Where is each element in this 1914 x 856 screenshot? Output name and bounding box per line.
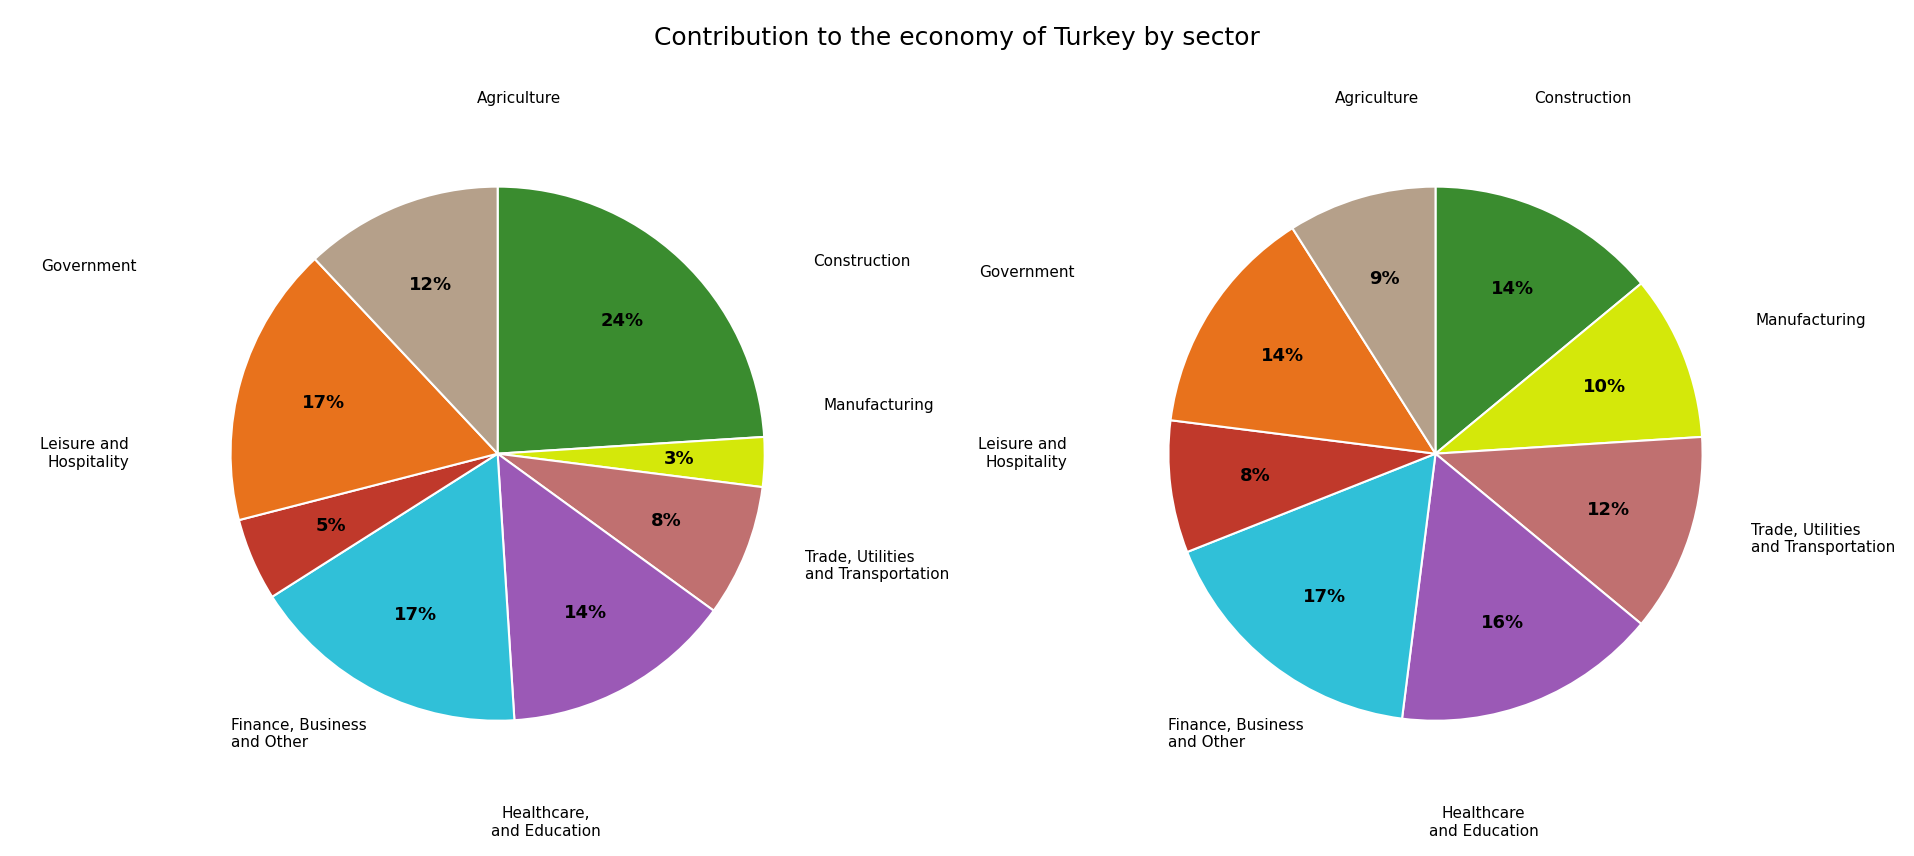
Text: Contribution to the economy of Turkey by sector: Contribution to the economy of Turkey by… [655,26,1259,50]
Text: Construction: Construction [1533,92,1631,106]
Text: 14%: 14% [1491,281,1535,299]
Text: Healthcare
and Education: Healthcare and Education [1428,806,1539,839]
Text: Trade, Utilities
and Transportation: Trade, Utilities and Transportation [804,550,949,582]
Text: Trade, Utilities
and Transportation: Trade, Utilities and Transportation [1751,523,1895,556]
Text: 24%: 24% [601,312,643,330]
Text: Government: Government [980,265,1076,280]
Wedge shape [1171,229,1436,454]
Wedge shape [314,187,498,454]
Text: Leisure and
Hospitality: Leisure and Hospitality [978,437,1066,470]
Wedge shape [498,187,764,454]
Wedge shape [230,259,498,520]
Text: Agriculture: Agriculture [1334,92,1418,106]
Text: 8%: 8% [1240,467,1271,485]
Text: 14%: 14% [1261,348,1303,366]
Text: 17%: 17% [394,607,436,625]
Text: 16%: 16% [1481,614,1524,632]
Wedge shape [1436,437,1703,624]
Text: Government: Government [42,259,138,274]
Text: 3%: 3% [664,450,695,468]
Text: Agriculture: Agriculture [477,92,561,106]
Text: 17%: 17% [1303,588,1346,606]
Text: Manufacturing: Manufacturing [823,398,934,413]
Wedge shape [498,454,714,720]
Text: 9%: 9% [1370,270,1401,288]
Text: 10%: 10% [1583,377,1625,395]
Wedge shape [1187,454,1436,719]
Text: Manufacturing: Manufacturing [1755,312,1866,328]
Text: 5%: 5% [316,517,346,535]
Text: 14%: 14% [563,603,607,621]
Text: 8%: 8% [651,512,681,530]
Text: 12%: 12% [410,276,452,294]
Text: 12%: 12% [1587,501,1631,519]
Text: Leisure and
Hospitality: Leisure and Hospitality [40,437,128,470]
Wedge shape [239,454,498,597]
Text: Healthcare,
and Education: Healthcare, and Education [490,806,601,839]
Wedge shape [1403,454,1642,721]
Wedge shape [1168,420,1436,552]
Wedge shape [1292,187,1436,454]
Text: 17%: 17% [302,394,345,412]
Wedge shape [1436,187,1642,454]
Wedge shape [498,454,762,610]
Text: Construction: Construction [813,254,911,269]
Wedge shape [272,454,515,721]
Text: Finance, Business
and Other: Finance, Business and Other [230,718,366,751]
Text: Finance, Business
and Other: Finance, Business and Other [1168,718,1303,751]
Wedge shape [498,437,766,487]
Wedge shape [1436,283,1702,454]
